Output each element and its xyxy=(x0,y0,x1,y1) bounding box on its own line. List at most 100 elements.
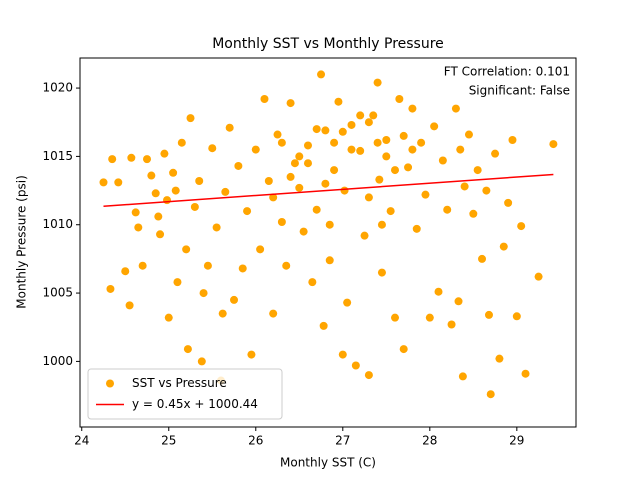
point xyxy=(251,145,260,154)
point xyxy=(197,357,206,366)
point xyxy=(114,178,123,187)
point xyxy=(256,245,265,254)
point xyxy=(391,313,400,322)
y-tick-label: 1010 xyxy=(42,217,73,231)
point xyxy=(495,354,504,363)
point xyxy=(451,104,460,113)
x-tick-label: 26 xyxy=(248,434,263,448)
point xyxy=(269,193,278,202)
point xyxy=(286,172,295,181)
point xyxy=(273,130,282,139)
point xyxy=(486,390,495,399)
point xyxy=(399,345,408,354)
point xyxy=(312,125,321,134)
point xyxy=(308,278,317,287)
point xyxy=(277,138,286,147)
point xyxy=(269,309,278,318)
point xyxy=(508,136,517,144)
point xyxy=(173,278,182,287)
point xyxy=(243,207,252,216)
point xyxy=(360,231,369,240)
point xyxy=(154,212,163,221)
point xyxy=(395,95,404,103)
point xyxy=(369,111,378,120)
point xyxy=(317,70,326,79)
point xyxy=(430,122,439,131)
point xyxy=(464,130,473,139)
point xyxy=(295,152,304,161)
point xyxy=(212,223,221,232)
point xyxy=(438,156,447,165)
x-axis-label: Monthly SST (C) xyxy=(280,456,376,470)
point xyxy=(404,163,413,172)
point xyxy=(264,177,273,185)
point xyxy=(484,310,493,319)
point xyxy=(364,193,373,202)
point xyxy=(456,145,465,154)
point xyxy=(512,312,521,321)
point xyxy=(303,159,312,168)
point xyxy=(260,95,269,103)
point xyxy=(347,145,356,154)
legend-swatch xyxy=(106,379,114,388)
y-tick-label: 1005 xyxy=(42,286,73,300)
point xyxy=(230,295,239,304)
point xyxy=(447,320,456,329)
point xyxy=(375,175,384,184)
point xyxy=(373,78,382,87)
point xyxy=(121,267,130,276)
point xyxy=(338,350,347,359)
y-axis-label: Monthly Pressure (psi) xyxy=(15,175,29,308)
point xyxy=(171,186,180,195)
point xyxy=(549,140,558,149)
point xyxy=(473,166,482,175)
point xyxy=(386,207,395,216)
point xyxy=(295,183,304,192)
point xyxy=(190,202,199,211)
x-tick-label: 27 xyxy=(335,434,350,448)
point xyxy=(356,146,365,155)
legend-box xyxy=(87,368,283,420)
y-tick-label: 1020 xyxy=(42,81,73,95)
point xyxy=(434,287,443,296)
point xyxy=(177,138,186,147)
point xyxy=(131,208,140,217)
point xyxy=(195,177,204,185)
point xyxy=(134,223,143,232)
point xyxy=(156,230,165,239)
point xyxy=(417,138,426,147)
point xyxy=(277,218,286,226)
x-tick-label: 25 xyxy=(161,434,176,448)
point xyxy=(482,186,491,195)
point xyxy=(340,186,349,195)
annotation: Significant: False xyxy=(469,84,570,98)
point xyxy=(169,168,178,177)
point xyxy=(164,313,173,322)
point xyxy=(382,152,391,161)
chart-title: Monthly SST vs Monthly Pressure xyxy=(212,36,444,52)
point xyxy=(221,187,230,196)
point xyxy=(99,178,108,187)
point xyxy=(521,369,530,378)
point xyxy=(160,149,169,158)
point xyxy=(183,345,192,354)
point xyxy=(108,155,117,164)
point xyxy=(408,104,417,113)
point xyxy=(247,350,256,359)
point xyxy=(330,138,339,147)
point xyxy=(290,159,299,168)
point xyxy=(147,171,156,180)
point xyxy=(364,371,373,380)
y-tick-label: 1000 xyxy=(42,354,73,368)
point xyxy=(343,298,352,307)
point xyxy=(218,309,227,318)
point xyxy=(408,145,417,154)
point xyxy=(127,153,136,162)
point xyxy=(412,224,421,233)
point xyxy=(325,220,334,229)
point xyxy=(491,149,500,158)
y-tick-label: 1015 xyxy=(42,149,73,163)
point xyxy=(534,272,543,281)
legend-label: SST vs Pressure xyxy=(132,376,227,390)
legend-label: y = 0.45x + 1000.44 xyxy=(132,397,258,411)
